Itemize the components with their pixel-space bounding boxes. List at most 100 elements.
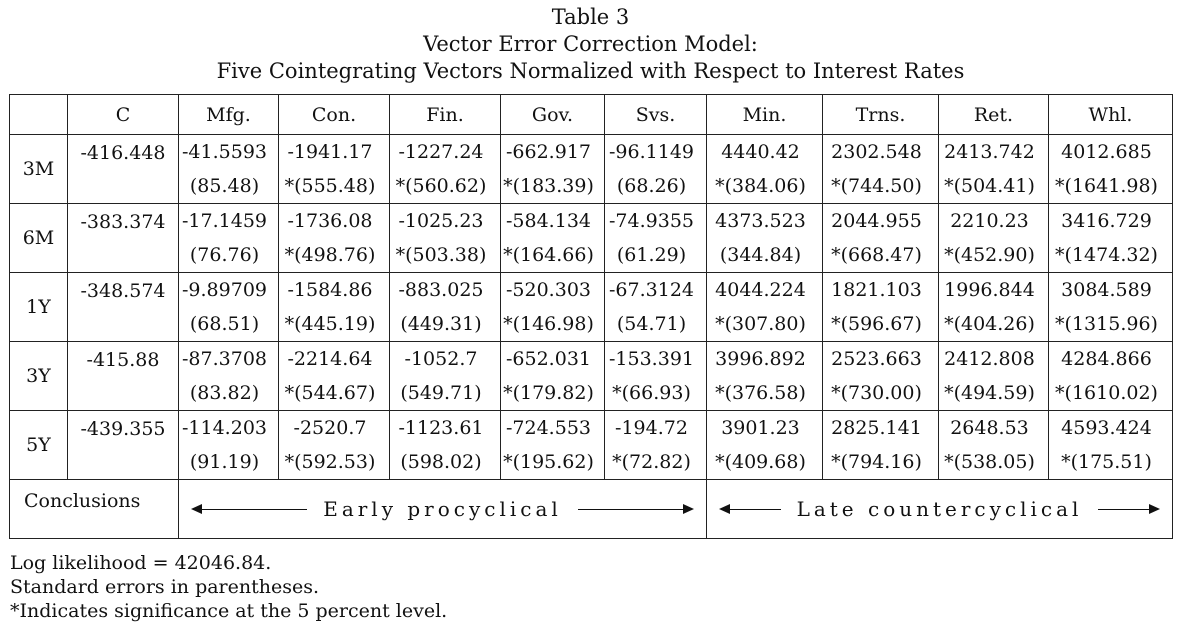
standard-error-cell: (68.51) (178, 307, 279, 342)
row-label: 6M (9, 203, 68, 273)
standard-error-cell: (83.82) (178, 376, 279, 411)
constant-cell: -439.355 (67, 410, 179, 480)
standard-error-row: (91.19) *(592.53) (598.02) *(195.62) *(72.82… (10, 445, 1173, 480)
coefficient-cell: 4593.424 (1048, 410, 1173, 445)
coefficient-cell: 1996.844 (938, 272, 1049, 307)
coefficient-cell: 4012.685 (1048, 134, 1173, 169)
standard-error-row: (68.51) *(445.19) (449.31) *(146.98) (54.71)… (10, 307, 1173, 342)
row-label: 3M (9, 134, 68, 204)
coefficient-cell: 2648.53 (938, 410, 1049, 445)
coefficient-cell: -883.025 (389, 272, 501, 307)
standard-error-cell: *(1315.96) (1048, 307, 1173, 342)
standard-error-cell: *(504.41) (938, 169, 1049, 204)
early-procyclical-text: Early procyclical (323, 497, 562, 521)
standard-error-cell: *(146.98) (500, 307, 605, 342)
coefficient-cell: 2413.742 (938, 134, 1049, 169)
standard-error-cell: *(1610.02) (1048, 376, 1173, 411)
table-body: C Mfg. Con. Fin. Gov. Svs. Min. Trns. Ret. Whl. 3… (9, 94, 1173, 539)
constant-cell: -415.88 (67, 341, 179, 411)
coefficient-cell: 4284.866 (1048, 341, 1173, 376)
standard-error-cell: (449.31) (389, 307, 501, 342)
table-number: Table 3 (551, 5, 630, 29)
coefficient-cell: -1584.86 (278, 272, 390, 307)
left-arrow-icon (719, 503, 781, 514)
coefficient-cell: -1123.61 (389, 410, 501, 445)
standard-error-cell: *(195.62) (500, 445, 605, 480)
column-header: Gov. (500, 94, 605, 135)
column-header: C (67, 94, 179, 135)
coefficient-cell: -194.72 (604, 410, 707, 445)
conclusions-row: Conclusions Early procyclical Late counter… (9, 479, 1173, 539)
standard-error-cell: *(404.26) (938, 307, 1049, 342)
standard-error-row: (76.76) *(498.76) *(503.38) *(164.66) (61.29… (10, 238, 1173, 273)
standard-errors-note: Standard errors in parentheses. (10, 576, 320, 598)
coefficient-cell: 2412.808 (938, 341, 1049, 376)
standard-error-cell: (61.29) (604, 238, 707, 273)
standard-error-cell: (549.71) (389, 376, 501, 411)
standard-error-cell: *(560.62) (389, 169, 501, 204)
standard-error-cell: (54.71) (604, 307, 707, 342)
coefficient-row: 3M -416.448 -41.5593 -1941.17 -1227.24 -662.9… (9, 134, 1173, 204)
standard-error-cell: *(409.68) (706, 445, 823, 480)
standard-error-cell: *(1641.98) (1048, 169, 1173, 204)
coefficient-cell: -114.203 (178, 410, 279, 445)
coefficient-cell: -1052.7 (389, 341, 501, 376)
standard-error-cell: *(452.90) (938, 238, 1049, 273)
constant-cell: -383.374 (67, 203, 179, 273)
coefficient-cell: -1941.17 (278, 134, 390, 169)
column-header: Con. (278, 94, 390, 135)
coefficient-cell: -153.391 (604, 341, 707, 376)
coefficient-cell: 4373.523 (706, 203, 823, 238)
column-header: Whl. (1048, 94, 1173, 135)
column-header: Min. (706, 94, 823, 135)
late-countercyclical: Late countercyclical (706, 479, 1173, 539)
coefficient-cell: -2520.7 (278, 410, 390, 445)
standard-error-cell: *(794.16) (822, 445, 939, 480)
standard-error-cell: (91.19) (178, 445, 279, 480)
standard-error-cell: *(538.05) (938, 445, 1049, 480)
standard-error-cell: *(596.67) (822, 307, 939, 342)
coefficient-cell: 4440.42 (706, 134, 823, 169)
standard-error-cell: *(384.06) (706, 169, 823, 204)
right-arrow-icon (1098, 503, 1160, 514)
standard-error-cell: *(376.58) (706, 376, 823, 411)
standard-error-row: (83.82) *(544.67) (549.71) *(179.82) *(66.93… (10, 376, 1173, 411)
standard-error-cell: *(730.00) (822, 376, 939, 411)
vecm-table: C Mfg. Con. Fin. Gov. Svs. Min. Trns. Ret. Whl. 3… (9, 94, 1173, 539)
standard-error-cell: *(592.53) (278, 445, 390, 480)
row-label: 3Y (9, 341, 68, 411)
coefficient-cell: 2210.23 (938, 203, 1049, 238)
standard-error-cell: *(1474.32) (1048, 238, 1173, 273)
column-header: Mfg. (178, 94, 279, 135)
coefficient-cell: -67.3124 (604, 272, 707, 307)
constant-cell: -416.448 (67, 134, 179, 204)
standard-error-cell: *(555.48) (278, 169, 390, 204)
coefficient-cell: -1227.24 (389, 134, 501, 169)
column-header: Fin. (389, 94, 501, 135)
coefficient-cell: 1821.103 (822, 272, 939, 307)
column-header: Ret. (938, 94, 1049, 135)
log-likelihood-note: Log likelihood = 42046.84. (10, 552, 272, 574)
coefficient-cell: -724.553 (500, 410, 605, 445)
standard-error-cell: *(179.82) (500, 376, 605, 411)
coefficient-cell: 3416.729 (1048, 203, 1173, 238)
column-header: Svs. (604, 94, 707, 135)
early-procyclical: Early procyclical (178, 479, 707, 539)
standard-error-cell: *(164.66) (500, 238, 605, 273)
constant-cell: -348.574 (67, 272, 179, 342)
standard-error-cell: *(72.82) (604, 445, 707, 480)
table-title: Vector Error Correction Model: (423, 32, 758, 56)
coefficient-cell: -662.917 (500, 134, 605, 169)
standard-error-cell: *(668.47) (822, 238, 939, 273)
coefficient-row: 5Y -439.355 -114.203 -2520.7 -1123.61 -724.55… (9, 410, 1173, 480)
standard-error-row: (85.48) *(555.48) *(560.62) *(183.39) (68.26… (10, 169, 1173, 204)
standard-error-cell: *(175.51) (1048, 445, 1173, 480)
coefficient-cell: 2302.548 (822, 134, 939, 169)
table-subtitle: Five Cointegrating Vectors Normalized wi… (216, 59, 965, 83)
standard-error-cell: (85.48) (178, 169, 279, 204)
standard-error-cell: *(494.59) (938, 376, 1049, 411)
table-title-block: Table 3 Vector Error Correction Model: F… (0, 0, 1181, 85)
standard-error-cell: (344.84) (706, 238, 823, 273)
row-label: 5Y (9, 410, 68, 480)
coefficient-cell: 3901.23 (706, 410, 823, 445)
